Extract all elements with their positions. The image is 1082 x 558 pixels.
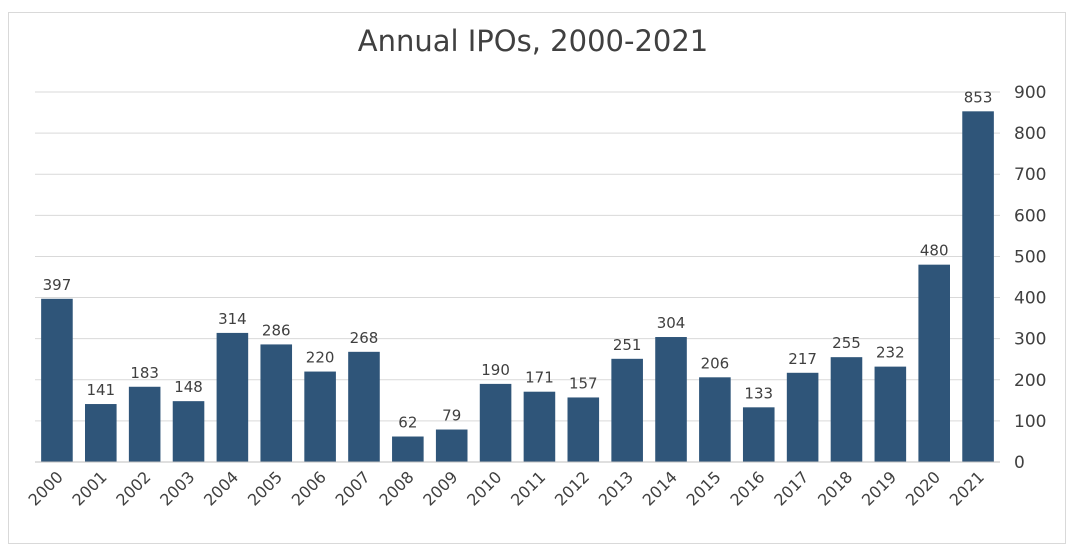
bar <box>392 436 424 462</box>
bar <box>786 372 819 462</box>
data-label: 480 <box>920 242 949 260</box>
data-label: 206 <box>701 354 730 372</box>
x-tick-label: 2008 <box>375 467 417 509</box>
data-label: 286 <box>262 321 291 339</box>
bar <box>699 377 731 462</box>
bar <box>128 386 161 462</box>
data-label: 79 <box>442 407 461 425</box>
y-tick-label: 200 <box>1014 371 1046 391</box>
x-tick-label: 2017 <box>770 467 812 509</box>
data-label: 217 <box>788 350 817 368</box>
x-tick-label: 2011 <box>507 467 549 509</box>
data-label: 314 <box>218 310 247 328</box>
x-tick-label: 2020 <box>902 467 944 509</box>
x-tick-label: 2007 <box>332 467 374 509</box>
bar <box>260 344 293 462</box>
bar <box>567 397 600 462</box>
y-tick-label: 100 <box>1014 412 1046 432</box>
data-label: 397 <box>43 276 72 294</box>
data-label: 183 <box>130 364 159 382</box>
data-label: 157 <box>569 374 598 392</box>
chart-title: Annual IPOs, 2000-2021 <box>357 24 709 58</box>
data-label: 220 <box>306 349 335 367</box>
x-tick-label: 2014 <box>639 467 681 509</box>
bar <box>830 357 863 462</box>
data-label: 251 <box>613 336 642 354</box>
bar <box>304 371 336 462</box>
y-tick-label: 700 <box>1014 165 1046 185</box>
x-tick-label: 2019 <box>858 467 900 509</box>
x-tick-label: 2015 <box>682 467 724 509</box>
x-tick-label: 2004 <box>200 467 242 509</box>
data-label: 133 <box>744 384 773 402</box>
x-tick-label: 2010 <box>463 467 505 509</box>
data-label: 62 <box>398 414 417 432</box>
y-tick-label: 900 <box>1014 83 1046 103</box>
y-tick-label: 300 <box>1014 330 1046 350</box>
data-label: 255 <box>832 334 861 352</box>
bar <box>611 358 643 462</box>
x-tick-label: 2018 <box>814 467 856 509</box>
bar <box>962 111 994 463</box>
data-label: 232 <box>876 344 905 362</box>
y-tick-label: 400 <box>1014 289 1046 309</box>
x-tick-label: 2009 <box>419 467 461 509</box>
y-tick-label: 800 <box>1014 124 1046 144</box>
bar <box>655 337 687 462</box>
x-tick-label: 2001 <box>68 467 110 509</box>
x-tick-label: 2003 <box>156 467 198 509</box>
x-tick-label: 2000 <box>25 467 67 509</box>
data-label: 268 <box>350 329 379 347</box>
data-label: 171 <box>525 369 554 387</box>
bar <box>216 332 249 462</box>
x-tick-label: 2021 <box>946 467 988 509</box>
bar <box>435 429 468 462</box>
y-tick-label: 0 <box>1014 453 1025 473</box>
x-tick-label: 2012 <box>551 467 593 509</box>
y-tick-label: 600 <box>1014 206 1046 226</box>
x-tick-label: 2016 <box>726 467 768 509</box>
data-label: 853 <box>964 88 993 106</box>
bar <box>874 366 907 462</box>
x-tick-label: 2013 <box>595 467 637 509</box>
x-tick-label: 2006 <box>288 467 330 509</box>
data-label: 304 <box>657 314 686 332</box>
data-label: 190 <box>481 361 510 379</box>
y-tick-label: 500 <box>1014 247 1046 267</box>
bar <box>523 391 556 462</box>
x-tick-label: 2002 <box>112 467 154 509</box>
x-tick-label: 2005 <box>244 467 286 509</box>
bar <box>479 383 512 462</box>
bar <box>41 298 73 462</box>
bar <box>172 401 205 462</box>
bar <box>742 407 775 462</box>
bar <box>85 404 117 462</box>
data-label: 141 <box>86 381 115 399</box>
bar <box>348 351 380 462</box>
bar <box>918 264 950 462</box>
data-label: 148 <box>174 378 203 396</box>
